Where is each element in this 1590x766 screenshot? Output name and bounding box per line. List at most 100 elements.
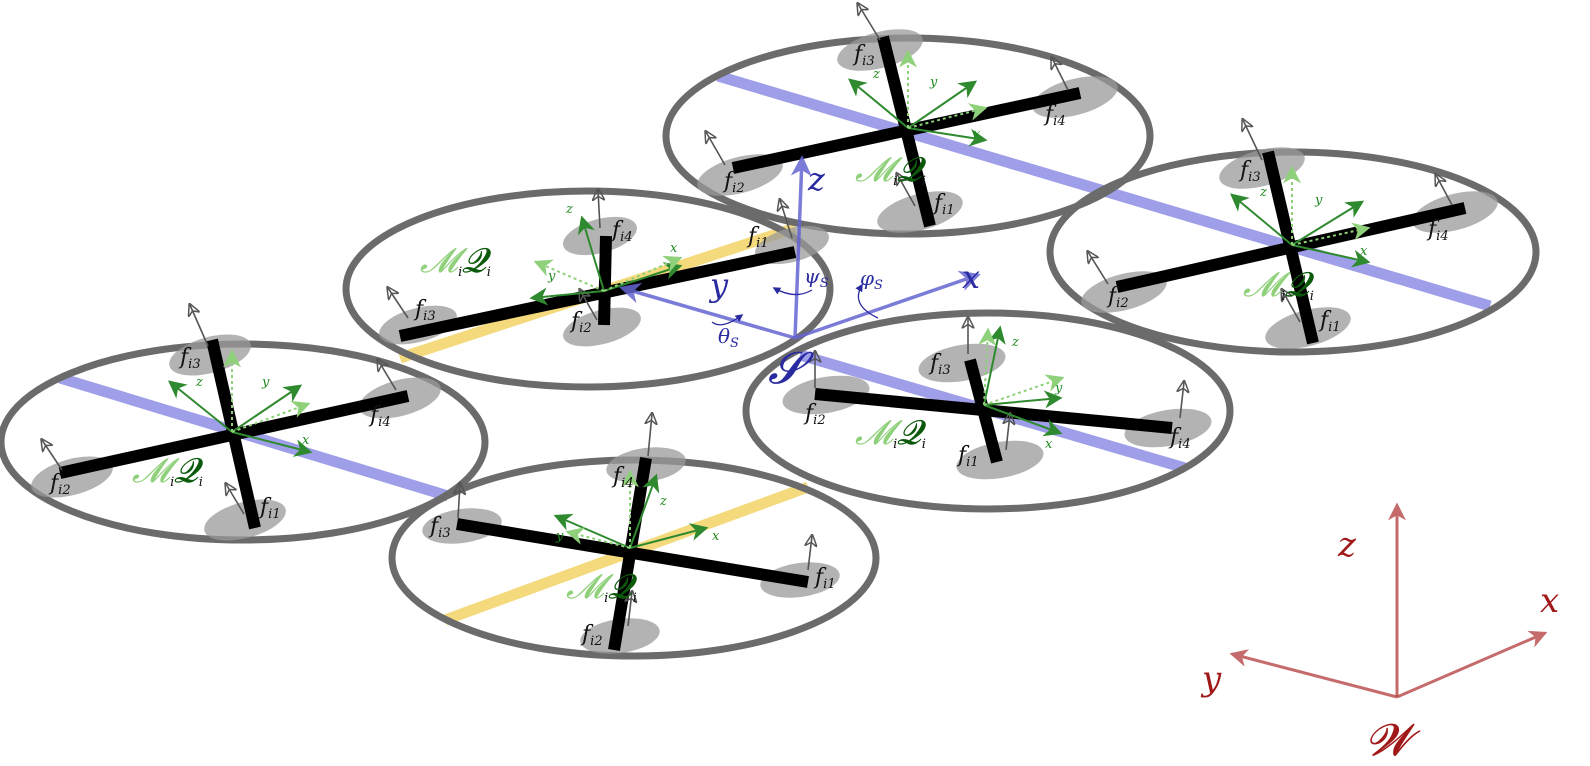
local-y-label: y (1314, 193, 1323, 208)
local-z-axis (848, 78, 909, 129)
local-y-axis (231, 384, 303, 433)
local-x-label: x (712, 529, 720, 544)
local-axis-ghost (978, 327, 997, 406)
local-y-label: y (929, 75, 938, 90)
local-axis-ghost (907, 103, 988, 129)
frame-arm (964, 358, 1003, 464)
frame-arm (814, 388, 1173, 434)
structure-y-label: y (708, 266, 729, 304)
module-top: x y z fi3 fi4 fi2 fi1 𝓜i𝓠i (662, 4, 1154, 238)
local-z-label: z (1011, 335, 1019, 350)
thrust-arrow (648, 414, 652, 457)
module-ring (342, 187, 834, 391)
local-x-axis (907, 127, 988, 147)
world-y-label: y (1200, 659, 1222, 699)
local-y-label: y (1054, 381, 1063, 396)
module-label: 𝓜i𝓠i (1243, 265, 1315, 305)
local-x-axis (983, 404, 1063, 437)
rotor-label: fi1 (746, 224, 769, 251)
module-label: 𝓜i𝓠i (566, 567, 638, 607)
local-axis-ghost (231, 400, 311, 433)
rotor-disc (877, 191, 963, 233)
thrust-arrow (808, 536, 812, 571)
frame-arm (608, 457, 652, 651)
module-label: 𝓜i𝓠i (132, 451, 204, 491)
phi-rotation-arrow (855, 283, 879, 319)
local-axis-ghost (565, 527, 631, 549)
module-right: x y z fi3 fi4 fi2 fi1 𝓜i𝓠i (1046, 120, 1540, 356)
local-z-axis (629, 473, 660, 549)
local-axis-ghost (983, 374, 1065, 406)
module-ring (742, 309, 1234, 513)
local-x-axis (629, 523, 709, 549)
module-label: 𝓜i𝓠i (855, 413, 927, 453)
phi-label: φS (860, 266, 883, 293)
local-y-label: y (555, 529, 564, 544)
structure-z-axis (790, 155, 812, 339)
local-axis-ghost (533, 259, 605, 292)
thrust-arrow (226, 484, 245, 515)
frame-arm (877, 35, 936, 228)
thrust-arrow (628, 592, 632, 627)
local-z-axis (167, 380, 233, 433)
local-z-label: z (659, 494, 667, 509)
structure-y-axis (619, 282, 796, 340)
thrust-arrow (1088, 252, 1109, 285)
module-label: 𝓜i𝓠i (420, 241, 492, 281)
rotor-label: fi1 (258, 495, 281, 522)
world-origin-label: 𝓦 (1366, 715, 1421, 766)
frame-arm (206, 338, 261, 530)
psi-label: ψS (804, 264, 829, 291)
thrust-arrow (1052, 58, 1069, 91)
local-z-label: z (195, 375, 203, 390)
thrust-arrow (190, 305, 209, 347)
structure-z-label: z (807, 160, 826, 198)
local-y-axis (553, 513, 631, 549)
rotor-label: fi3 (413, 297, 436, 324)
thrust-arrow (42, 440, 63, 471)
thrust-arrow (458, 484, 460, 519)
frame-arm (1262, 150, 1319, 345)
module-label: 𝓜i𝓠i (855, 150, 927, 190)
local-x-label: x (1045, 437, 1053, 452)
thrust-arrow (378, 360, 397, 391)
frame-arm (598, 235, 612, 326)
local-z-label: z (565, 202, 573, 217)
frame-arm (398, 246, 797, 342)
world-x-label: x (1540, 581, 1559, 621)
thrust-arrow (1180, 382, 1184, 419)
local-z-label: z (872, 67, 880, 82)
local-x-label: x (302, 433, 310, 448)
thrust-arrow (388, 288, 409, 319)
rotor-disc (379, 305, 457, 345)
world-y-axis (1229, 649, 1398, 699)
rotor-disc (918, 343, 1006, 383)
local-axis-ghost (1291, 222, 1371, 246)
theta-rotation-arrow (711, 314, 744, 326)
local-x-label: x (670, 241, 678, 256)
world-x-axis (1396, 630, 1548, 699)
module-left: x y z fi3 fi4 fi2 fi1 𝓜i𝓠i (0, 305, 489, 544)
local-y-axis (983, 390, 1063, 409)
thrust-arrow (1436, 175, 1453, 206)
local-x-label: x (1360, 244, 1368, 259)
local-axis-ghost (603, 255, 683, 292)
thrust-arrow (780, 200, 793, 239)
thrust-arrow (1243, 120, 1263, 161)
rotor-disc (837, 29, 923, 71)
structure-x-axis (794, 270, 981, 340)
structure-x-label: x (962, 258, 980, 296)
local-z-label: z (1259, 185, 1267, 200)
local-x-axis (1291, 244, 1371, 268)
thrust-arrow (897, 174, 916, 207)
thrust-arrow (858, 4, 881, 41)
local-x-label: x (973, 127, 981, 142)
thrust-arrow (598, 190, 600, 229)
module-center-left: x y z fi4 fi1 fi3 fi2 𝓜i𝓠i (342, 187, 834, 391)
rotor-label: fi2 (569, 309, 592, 336)
thrust-arrow (1006, 414, 1010, 451)
local-y-axis (1291, 200, 1365, 246)
psi-rotation-arrow (772, 287, 813, 296)
local-z-axis (577, 215, 605, 292)
